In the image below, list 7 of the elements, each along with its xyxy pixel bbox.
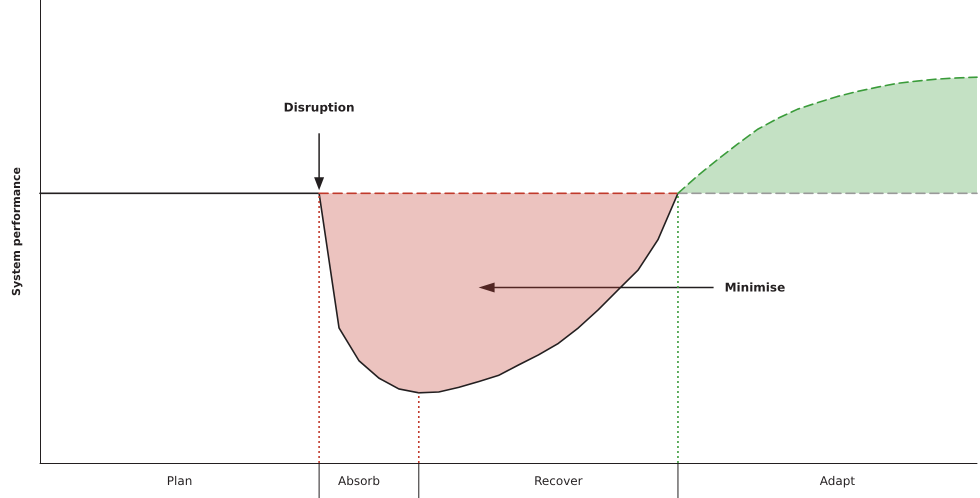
x-tick-label: Plan: [166, 474, 192, 488]
x-tick-label: Recover: [534, 474, 583, 488]
x-tick-label: Adapt: [820, 474, 856, 488]
annotation: Minimise: [724, 280, 786, 294]
annotation: Disruption: [284, 100, 355, 114]
y-axis-title: System performance: [10, 167, 23, 296]
x-tick-label: Absorb: [338, 474, 380, 488]
